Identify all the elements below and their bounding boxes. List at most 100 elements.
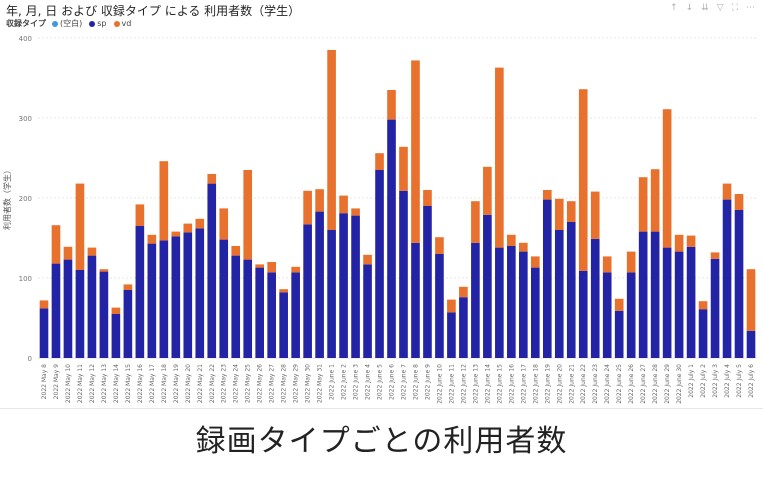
bar-vd[interactable] [578,89,588,271]
bar-vd[interactable] [722,183,732,200]
legend-item-vd[interactable]: vd [113,19,131,28]
bar-sp[interactable] [447,312,456,358]
bar-sp[interactable] [63,259,73,358]
bar-sp[interactable] [183,232,193,358]
bar-sp[interactable] [87,255,97,358]
bar-sp[interactable] [267,272,276,358]
bar-sp[interactable] [195,228,205,358]
bar-vd[interactable] [111,307,121,314]
bar-vd[interactable] [519,242,528,252]
bar-sp[interactable] [147,243,157,358]
bar-vd[interactable] [471,201,480,243]
bar-vd[interactable] [638,177,648,232]
bar-vd[interactable] [315,189,324,212]
bar-sp[interactable] [459,297,468,358]
bar-sp[interactable] [351,215,360,358]
bar-vd[interactable] [231,246,241,256]
bar-vd[interactable] [363,254,372,265]
bar-vd[interactable] [447,299,456,313]
bar-sp[interactable] [495,247,504,358]
bar-vd[interactable] [495,67,504,248]
bar-sp[interactable] [399,190,408,358]
bar-sp[interactable] [566,222,576,358]
bar-vd[interactable] [423,190,432,206]
bar-vd[interactable] [387,90,396,120]
bar-sp[interactable] [315,211,324,358]
bar-sp[interactable] [542,199,552,358]
arrow-up-icon[interactable]: ↑ [670,3,678,13]
bar-sp[interactable] [375,170,384,358]
bar-vd[interactable] [147,234,157,244]
bar-sp[interactable] [590,238,600,358]
bar-sp[interactable] [99,271,109,358]
bar-sp[interactable] [159,240,169,358]
bar-vd[interactable] [483,166,492,215]
bar-vd[interactable] [459,286,468,298]
bar-vd[interactable] [734,194,744,210]
bar-sp[interactable] [626,272,636,358]
bar-vd[interactable] [399,146,408,191]
bar-vd[interactable] [63,246,73,260]
bar-vd[interactable] [530,256,540,268]
bar-vd[interactable] [267,262,276,273]
bar-vd[interactable] [87,247,97,256]
bar-vd[interactable] [327,50,336,230]
bar-vd[interactable] [99,269,109,272]
bar-sp[interactable] [674,251,684,358]
bar-sp[interactable] [291,272,300,358]
bar-sp[interactable] [339,213,348,358]
bar-vd[interactable] [159,161,169,241]
bar-vd[interactable] [698,301,708,310]
bar-sp[interactable] [471,242,480,358]
bar-sp[interactable] [387,119,396,358]
bar-vd[interactable] [411,60,420,243]
bar-vd[interactable] [554,198,564,230]
bar-vd[interactable] [602,256,612,273]
bar-vd[interactable] [75,183,85,270]
bar-vd[interactable] [590,191,600,239]
bar-sp[interactable] [171,236,181,358]
expand-icon[interactable]: ⇊ [701,3,709,13]
focus-icon[interactable]: ⛶ [731,3,738,13]
bar-vd[interactable] [279,289,288,293]
bar-sp[interactable] [411,242,420,358]
bar-vd[interactable] [207,174,217,184]
bar-sp[interactable] [614,310,624,358]
bar-sp[interactable] [123,290,133,358]
bar-vd[interactable] [614,298,624,311]
more-icon[interactable]: ⋯ [746,3,755,13]
bar-sp[interactable] [734,210,744,358]
bar-vd[interactable] [51,225,61,264]
bar-vd[interactable] [626,251,636,273]
bar-sp[interactable] [231,255,241,358]
bar-vd[interactable] [650,169,660,232]
bar-vd[interactable] [291,266,300,273]
bar-sp[interactable] [578,270,588,358]
bar-vd[interactable] [507,234,516,246]
bar-sp[interactable] [303,224,312,358]
bar-vd[interactable] [303,190,312,225]
bar-vd[interactable] [566,201,576,222]
bar-sp[interactable] [75,270,85,358]
bar-vd[interactable] [243,170,253,260]
bar-vd[interactable] [219,208,229,240]
bar-vd[interactable] [339,195,348,214]
bar-vd[interactable] [123,284,133,290]
legend-item-blank[interactable]: (空白) [52,18,82,29]
bar-sp[interactable] [519,251,528,358]
bar-vd[interactable] [171,231,181,237]
bar-sp[interactable] [746,330,756,358]
bar-sp[interactable] [219,239,229,358]
bar-sp[interactable] [602,272,612,358]
bar-sp[interactable] [111,314,121,358]
bar-vd[interactable] [375,153,384,170]
bar-vd[interactable] [686,235,696,247]
bar-sp[interactable] [51,263,61,358]
bar-vd[interactable] [195,218,205,229]
bar-vd[interactable] [674,234,684,252]
bar-vd[interactable] [435,237,444,254]
bar-sp[interactable] [722,199,732,358]
bar-sp[interactable] [710,258,720,358]
bar-sp[interactable] [638,231,648,358]
bar-sp[interactable] [243,259,253,358]
